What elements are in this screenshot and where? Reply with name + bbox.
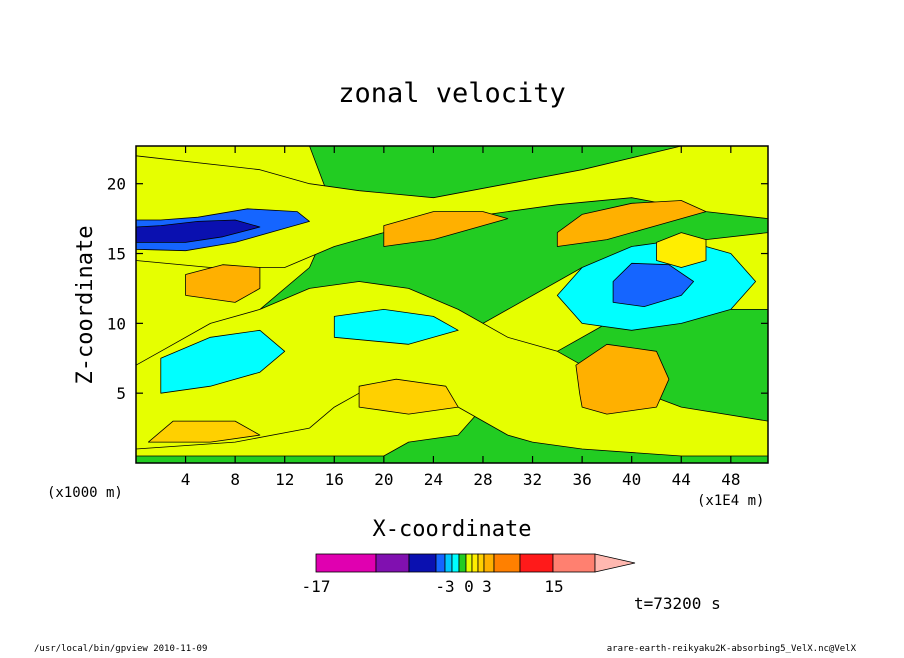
contour-region-9 [135,219,261,243]
colorbar-label: -3 [435,577,454,596]
colorbar-swatch [451,553,460,573]
source-label: arare-earth-reikyaku2K-absorbing5_VelX.n… [607,644,857,654]
contour-region-15 [147,420,261,443]
x-tick-label: 4 [181,470,191,489]
x-tick-label: 48 [721,470,740,489]
contour-region-11 [185,264,261,303]
contour-region-14 [358,378,459,415]
x-axis-label: X-coordinate [373,517,532,542]
x-tick-label: 40 [622,470,641,489]
y-axis-unit: (x1000 m) [47,485,123,501]
contour-region-13 [556,200,707,247]
x-tick-label: 12 [275,470,294,489]
colorbar-swatch [375,553,410,573]
y-tick-label: 15 [107,245,126,264]
y-axis-label: Z-coordinate [73,226,98,385]
x-tick-label: 32 [523,470,542,489]
colorbar-swatch [552,553,596,573]
chart-title: zonal velocity [338,78,566,109]
colorbar-swatch [493,553,521,573]
x-tick-label: 16 [325,470,344,489]
x-tick-label: 44 [672,470,691,489]
plot-frame [135,145,769,464]
program-label: /usr/local/bin/gpview 2010-11-09 [34,644,207,654]
x-tick-label: 24 [424,470,443,489]
contour-region-4 [160,329,286,394]
colorbar-swatch [483,553,495,573]
y-tick-label: 10 [107,314,126,333]
colorbar-labels: -17 -3 0 3 15 [302,577,564,596]
contour-region-7 [612,262,694,308]
colorbar-swatch [444,553,453,573]
x-tick-label: 20 [374,470,393,489]
colorbar-extend-arrow [594,553,636,573]
y-tick-label: 20 [107,175,126,194]
x-tick-label: 36 [572,470,591,489]
time-label: t=73200 s [634,594,721,613]
colorbar [315,553,636,573]
contour-region-5 [333,308,459,345]
contour-region-16 [656,232,707,268]
plot-area [135,145,769,464]
y-tick-label: 5 [116,384,126,403]
colorbar-swatch [471,553,479,573]
colorbar-swatch [435,553,446,573]
colorbar-swatch [315,553,377,573]
colorbar-swatch [477,553,485,573]
y-axis: 5 10 15 20 [107,175,768,403]
x-tick-label: 8 [230,470,240,489]
colorbar-label: -17 [302,577,331,596]
colorbar-label: 3 [482,577,492,596]
colorbar-label: 0 [464,577,474,596]
contour-region-12 [383,211,509,247]
colorbar-swatch [465,553,473,573]
colorbar-swatch [519,553,554,573]
colorbar-swatch [408,553,437,573]
colorbar-label: 15 [544,577,563,596]
x-axis-unit: (x1E4 m) [697,493,764,509]
contour-region-10 [575,343,670,415]
x-axis: 4 8 12 16 20 24 28 32 36 40 44 48 [181,146,740,489]
x-tick-label: 28 [473,470,492,489]
colorbar-swatch [458,553,467,573]
